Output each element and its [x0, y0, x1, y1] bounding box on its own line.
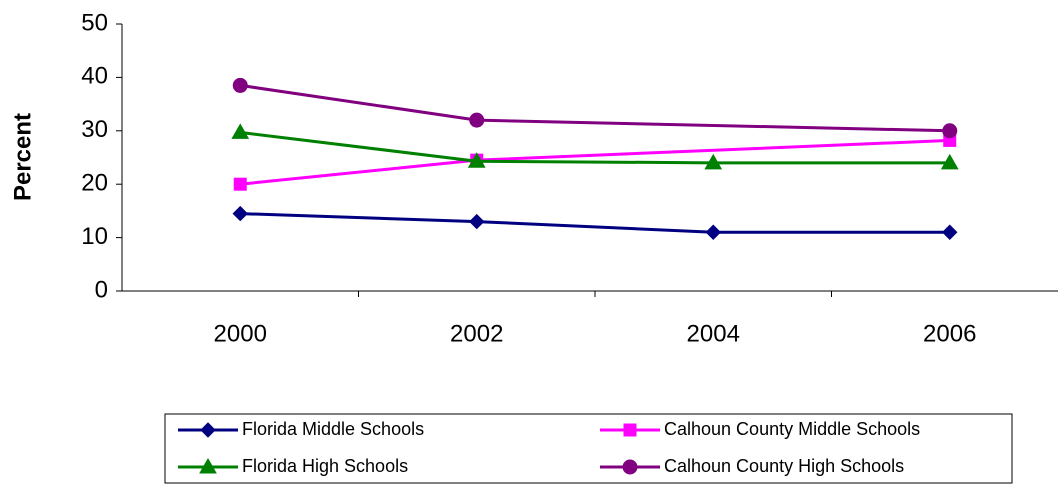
- y-tick-label: 50: [81, 9, 108, 36]
- series-line: [240, 212, 950, 234]
- marker: [232, 77, 248, 93]
- series-line: [240, 83, 950, 133]
- marker: [940, 153, 959, 170]
- legend-label: Calhoun County High Schools: [664, 456, 904, 476]
- marker: [232, 205, 248, 222]
- series-line: [240, 130, 950, 165]
- legend-marker: [199, 457, 217, 474]
- legend-box: [164, 413, 1013, 484]
- legend-label: Calhoun County Middle Schools: [664, 419, 920, 439]
- x-tick-label: 2006: [923, 320, 976, 347]
- y-tick-label: 20: [81, 170, 108, 197]
- x-tick-label: 2002: [450, 320, 503, 347]
- y-tick-label: 0: [95, 276, 108, 303]
- legend-marker: [200, 422, 216, 438]
- x-tick-label: 2004: [687, 320, 740, 347]
- y-axis-label: Percent: [9, 113, 36, 201]
- marker: [469, 112, 485, 128]
- y-tick-label: 30: [81, 116, 108, 143]
- marker: [467, 152, 486, 168]
- legend-marker: [622, 459, 638, 475]
- marker: [942, 224, 958, 240]
- x-tick-label: 2000: [214, 320, 267, 347]
- legend-label: Florida Middle Schools: [242, 419, 424, 439]
- marker: [469, 213, 485, 230]
- legend-marker: [623, 423, 637, 437]
- marker: [942, 123, 958, 139]
- marker: [705, 224, 721, 240]
- marker: [704, 153, 723, 170]
- legend-label: Florida High Schools: [242, 456, 408, 476]
- marker: [231, 123, 250, 139]
- marker: [233, 177, 247, 191]
- y-tick-label: 10: [81, 223, 108, 250]
- y-tick-label: 40: [81, 63, 108, 90]
